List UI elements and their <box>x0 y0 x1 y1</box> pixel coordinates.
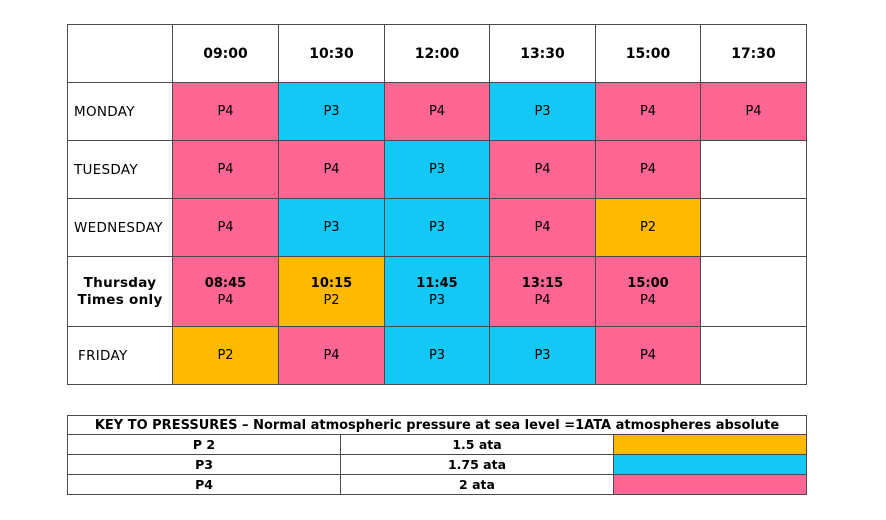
day-label: MONDAY <box>67 82 173 141</box>
session-cell: 11:45 P3 <box>384 256 490 327</box>
time-header: 10:30 <box>278 24 385 83</box>
session-cell: P4 <box>278 140 385 199</box>
session-cell: 10:15 P2 <box>278 256 385 327</box>
schedule-row-friday: FRIDAY P2 P4 P3 P3 P4 <box>67 326 807 385</box>
day-label: FRIDAY <box>67 326 173 385</box>
key-row: P3 1.75 ata <box>67 454 808 475</box>
key-color-swatch <box>612 434 808 455</box>
session-cell: P3 <box>278 82 385 141</box>
session-cell <box>700 140 807 199</box>
day-label: WEDNESDAY <box>67 198 173 257</box>
session-cell <box>700 198 807 257</box>
corner-cell <box>67 24 173 83</box>
session-cell: P4 <box>172 140 279 199</box>
day-label-line: Thursday <box>83 274 157 291</box>
session-time: 08:45 <box>204 275 247 291</box>
session-cell: P4 <box>595 140 701 199</box>
key-pressure-value: 1.5 ata <box>340 434 614 455</box>
session-cell: P4 <box>172 198 279 257</box>
session-cell: 15:00 P4 <box>595 256 701 327</box>
key-row: P4 2 ata <box>67 474 808 495</box>
session-cell: P4 <box>278 326 385 385</box>
session-level: P4 <box>639 292 657 308</box>
session-cell: P4 <box>384 82 490 141</box>
session-cell: 13:15 P4 <box>489 256 596 327</box>
schedule-row-tuesday: TUESDAY P4 P4 P3 P4 P4 <box>67 140 807 199</box>
session-cell: P3 <box>384 198 490 257</box>
key-title: KEY TO PRESSURES – Normal atmospheric pr… <box>66 415 808 435</box>
session-cell: P4 <box>595 326 701 385</box>
session-cell: P2 <box>595 198 701 257</box>
time-header: 13:30 <box>489 24 596 83</box>
time-header: 12:00 <box>384 24 490 83</box>
session-cell: P3 <box>384 140 490 199</box>
schedule-row-monday: MONDAY P4 P3 P4 P3 P4 P4 <box>67 82 807 141</box>
session-cell: P4 <box>700 82 807 141</box>
key-pressure-label: P 2 <box>67 434 341 455</box>
session-level: P4 <box>534 292 551 308</box>
key-color-swatch <box>612 474 808 495</box>
schedule-row-wednesday: WEDNESDAY P4 P3 P3 P4 P2 <box>67 198 807 257</box>
session-cell: P4 <box>595 82 701 141</box>
session-cell: P3 <box>489 82 596 141</box>
time-header: 15:00 <box>595 24 701 83</box>
session-cell: P2 <box>172 326 279 385</box>
key-pressure-value: 2 ata <box>340 474 614 495</box>
key-color-swatch <box>612 454 808 475</box>
session-cell: P4 <box>172 82 279 141</box>
day-label-line: Times only <box>77 291 163 308</box>
session-time: 15:00 <box>627 275 669 291</box>
session-cell: P4 <box>489 140 596 199</box>
session-cell: P4 <box>489 198 596 257</box>
time-header: 17:30 <box>700 24 807 83</box>
session-time: 13:15 <box>521 275 564 291</box>
session-cell: P3 <box>384 326 490 385</box>
session-cell: P3 <box>489 326 596 385</box>
key-row: P 2 1.5 ata <box>67 434 808 455</box>
session-cell: P3 <box>278 198 385 257</box>
day-label: Thursday Times only <box>67 256 173 327</box>
day-label: TUESDAY <box>67 140 173 199</box>
session-level: P3 <box>428 292 446 308</box>
session-schedule-table: 09:00 10:30 12:00 13:30 15:00 17:30 MOND… <box>67 24 807 385</box>
session-time: 11:45 <box>416 275 458 291</box>
schedule-row-thursday: Thursday Times only 08:45 P4 10:15 P2 11… <box>67 256 807 327</box>
key-title-row: KEY TO PRESSURES – Normal atmospheric pr… <box>66 415 808 435</box>
key-pressure-label: P3 <box>67 454 341 475</box>
time-header: 09:00 <box>172 24 279 83</box>
session-level: P2 <box>323 292 340 308</box>
session-cell <box>700 256 807 327</box>
session-level: P4 <box>217 292 234 308</box>
header-row: 09:00 10:30 12:00 13:30 15:00 17:30 <box>67 24 807 83</box>
key-pressure-label: P4 <box>67 474 341 495</box>
session-cell: 08:45 P4 <box>172 256 279 327</box>
key-pressure-value: 1.75 ata <box>340 454 614 475</box>
pressure-key-table: KEY TO PRESSURES – Normal atmospheric pr… <box>66 415 808 495</box>
session-cell <box>700 326 807 385</box>
session-time: 10:15 <box>310 275 353 291</box>
